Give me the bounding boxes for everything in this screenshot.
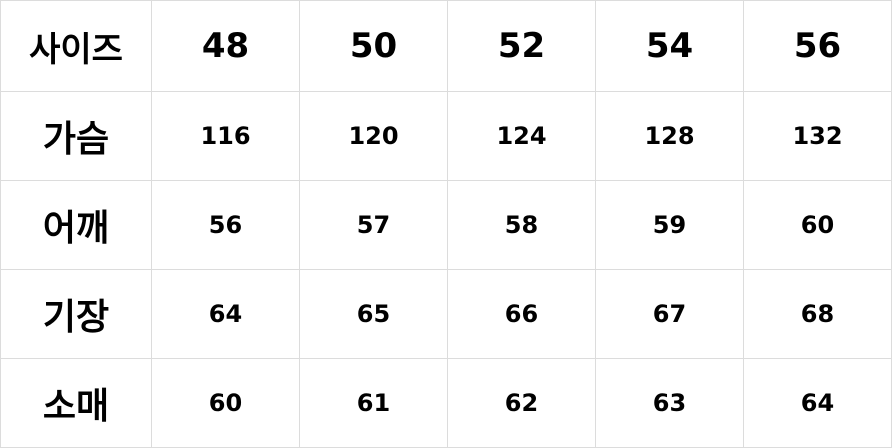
size-header: 54 bbox=[595, 0, 744, 92]
cell: 62 bbox=[447, 358, 596, 448]
header-label: 사이즈 bbox=[0, 0, 152, 92]
cell: 56 bbox=[151, 180, 300, 270]
cell: 65 bbox=[299, 269, 448, 359]
cell: 66 bbox=[447, 269, 596, 359]
table-row: 기장 64 65 66 67 68 bbox=[0, 269, 892, 359]
cell: 132 bbox=[743, 91, 892, 181]
table-row: 가슴 116 120 124 128 132 bbox=[0, 91, 892, 181]
cell: 57 bbox=[299, 180, 448, 270]
cell: 124 bbox=[447, 91, 596, 181]
cell: 120 bbox=[299, 91, 448, 181]
table-row: 소매 60 61 62 63 64 bbox=[0, 358, 892, 448]
row-label: 가슴 bbox=[0, 91, 152, 181]
size-header: 56 bbox=[743, 0, 892, 92]
cell: 59 bbox=[595, 180, 744, 270]
size-header: 52 bbox=[447, 0, 596, 92]
cell: 116 bbox=[151, 91, 300, 181]
cell: 61 bbox=[299, 358, 448, 448]
cell: 68 bbox=[743, 269, 892, 359]
cell: 64 bbox=[743, 358, 892, 448]
row-label: 어깨 bbox=[0, 180, 152, 270]
table-row: 어깨 56 57 58 59 60 bbox=[0, 180, 892, 270]
cell: 67 bbox=[595, 269, 744, 359]
row-label: 기장 bbox=[0, 269, 152, 359]
header-row: 사이즈 48 50 52 54 56 bbox=[0, 0, 892, 92]
size-header: 48 bbox=[151, 0, 300, 92]
cell: 60 bbox=[743, 180, 892, 270]
cell: 58 bbox=[447, 180, 596, 270]
cell: 60 bbox=[151, 358, 300, 448]
cell: 64 bbox=[151, 269, 300, 359]
row-label: 소매 bbox=[0, 358, 152, 448]
cell: 128 bbox=[595, 91, 744, 181]
cell: 63 bbox=[595, 358, 744, 448]
size-header: 50 bbox=[299, 0, 448, 92]
